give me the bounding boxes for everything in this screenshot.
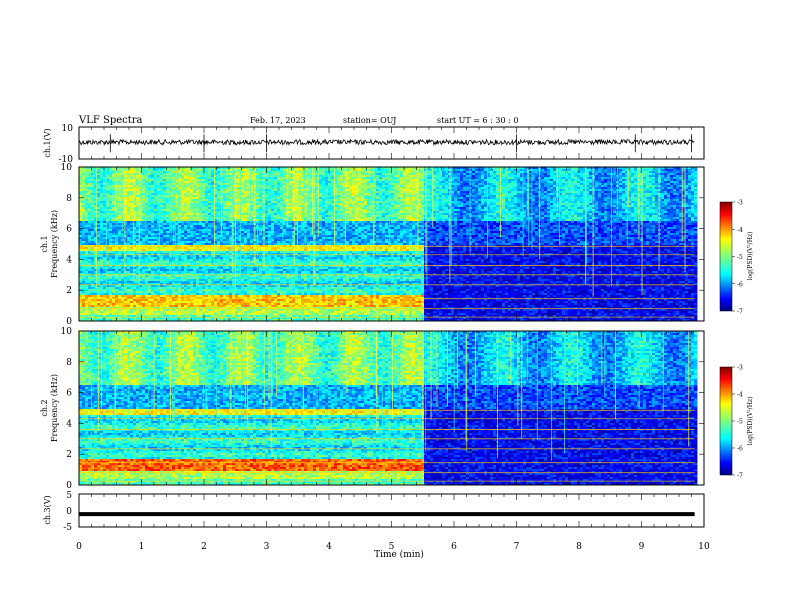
- ch1-spectrogram-image: [79, 167, 704, 321]
- ch1-waveform-ylabel: ch.1(V): [43, 128, 52, 157]
- figure-date: Feb. 17, 2023: [250, 116, 306, 125]
- ch1-ytick-top: 10: [62, 124, 74, 134]
- vlf-figure: VLF Spectra Feb. 17, 2023 station= OUJ s…: [0, 0, 792, 612]
- figure-title: VLF Spectra: [78, 115, 143, 126]
- ch1-waveform-panel: 10 -10 ch.1(V): [43, 124, 704, 165]
- figure-start-time: start UT = 6 : 30 : 0: [437, 116, 518, 125]
- figure-station: station= OUJ: [343, 116, 396, 125]
